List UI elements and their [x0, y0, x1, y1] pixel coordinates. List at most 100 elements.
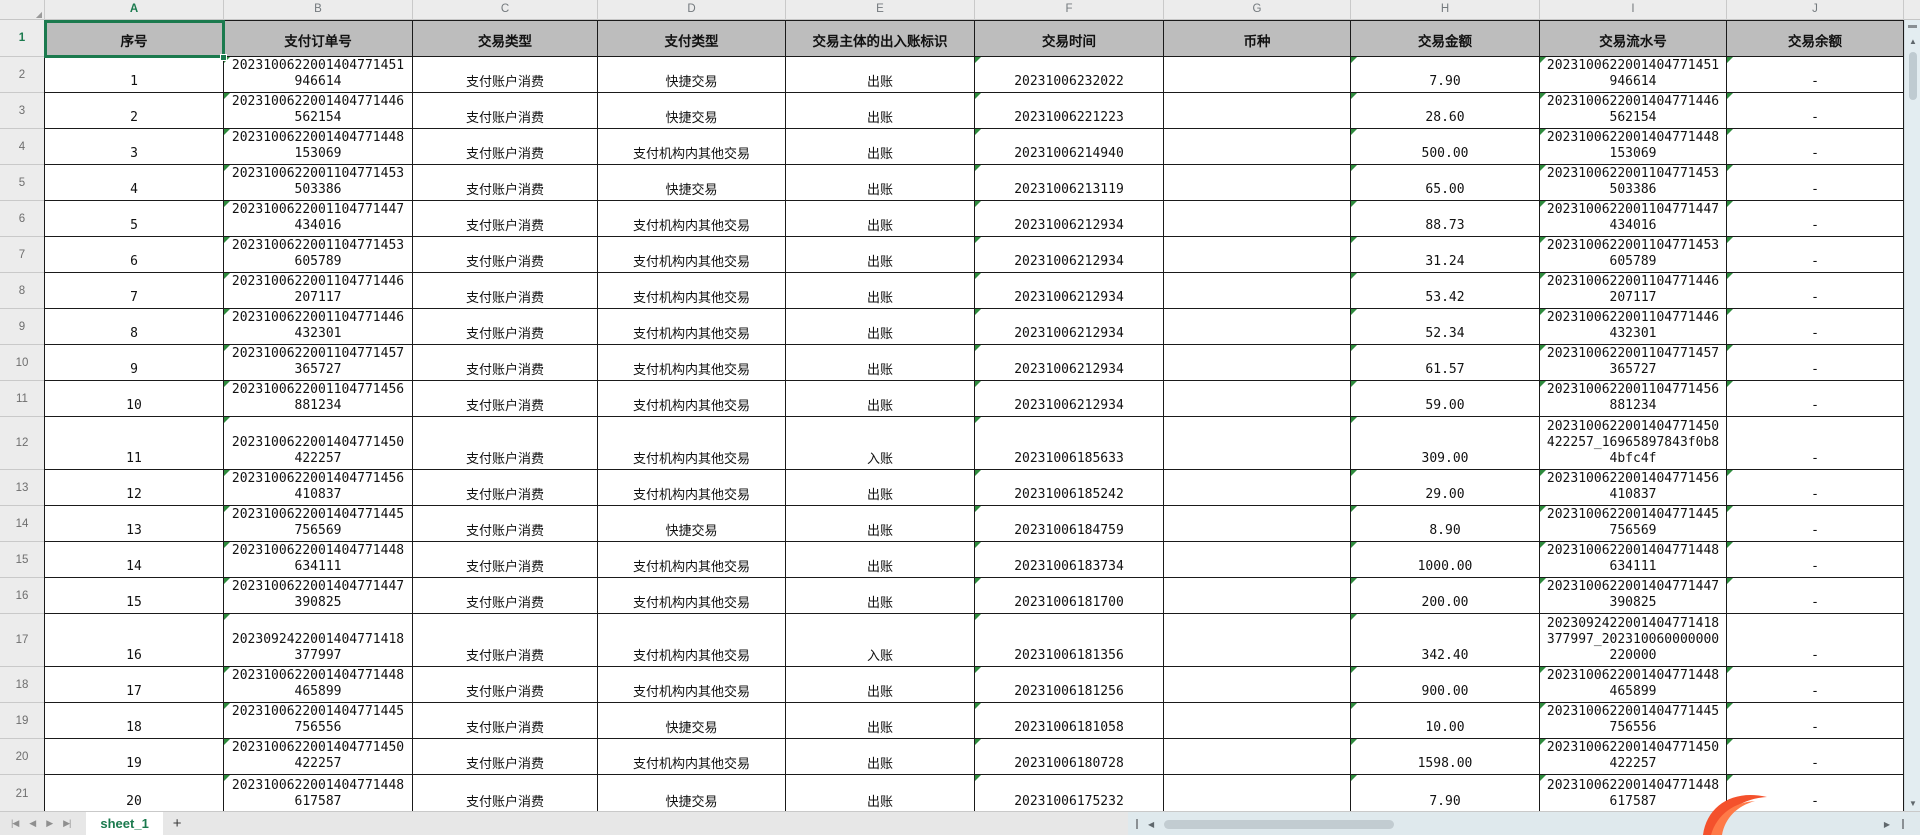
cell-D18[interactable]: 支付机构内其他交易 [598, 667, 786, 703]
cell-E3[interactable]: 出账 [786, 93, 975, 129]
cell-E5[interactable]: 出账 [786, 165, 975, 201]
cell-J2[interactable]: - [1727, 57, 1904, 93]
cell-I6[interactable]: 2023100622001104771447434016 [1540, 201, 1727, 237]
cell-J10[interactable]: - [1727, 345, 1904, 381]
cell-I7[interactable]: 2023100622001104771453605789 [1540, 237, 1727, 273]
row-header-4[interactable]: 4 [0, 129, 44, 165]
header-cell-B1[interactable]: 支付订单号 [224, 20, 413, 57]
cell-E14[interactable]: 出账 [786, 506, 975, 542]
column-header-D[interactable]: D [598, 0, 786, 20]
cell-H16[interactable]: 200.00 [1351, 578, 1540, 614]
header-cell-I1[interactable]: 交易流水号 [1540, 20, 1727, 57]
cell-D16[interactable]: 支付机构内其他交易 [598, 578, 786, 614]
cell-A18[interactable]: 17 [45, 667, 224, 703]
cell-H11[interactable]: 59.00 [1351, 381, 1540, 417]
cell-I10[interactable]: 2023100622001104771457365727 [1540, 345, 1727, 381]
cell-C4[interactable]: 支付账户消费 [413, 129, 598, 165]
cell-G5[interactable] [1164, 165, 1351, 201]
add-sheet-button[interactable]: + [172, 815, 182, 832]
row-header-9[interactable]: 9 [0, 309, 44, 345]
cell-I5[interactable]: 2023100622001104771453503386 [1540, 165, 1727, 201]
cell-B7[interactable]: 2023100622001104771453605789 [224, 237, 413, 273]
cell-E8[interactable]: 出账 [786, 273, 975, 309]
cell-I3[interactable]: 2023100622001404771446562154 [1540, 93, 1727, 129]
cell-G19[interactable] [1164, 703, 1351, 739]
column-header-A[interactable]: A [45, 0, 224, 20]
header-cell-E1[interactable]: 交易主体的出入账标识 [786, 20, 975, 57]
cell-D3[interactable]: 快捷交易 [598, 93, 786, 129]
row-header-7[interactable]: 7 [0, 237, 44, 273]
cell-D12[interactable]: 支付机构内其他交易 [598, 417, 786, 470]
cell-F6[interactable]: 20231006212934 [975, 201, 1164, 237]
cell-H21[interactable]: 7.90 [1351, 775, 1540, 811]
v-scroll-up-icon[interactable]: ▲ [1909, 37, 1917, 46]
cell-F10[interactable]: 20231006212934 [975, 345, 1164, 381]
cell-E2[interactable]: 出账 [786, 57, 975, 93]
cell-F8[interactable]: 20231006212934 [975, 273, 1164, 309]
header-cell-D1[interactable]: 支付类型 [598, 20, 786, 57]
cell-D11[interactable]: 支付机构内其他交易 [598, 381, 786, 417]
row-header-11[interactable]: 11 [0, 381, 44, 417]
cell-J21[interactable]: - [1727, 775, 1904, 811]
cell-H2[interactable]: 7.90 [1351, 57, 1540, 93]
column-header-B[interactable]: B [224, 0, 413, 20]
cell-H17[interactable]: 342.40 [1351, 614, 1540, 667]
cell-C16[interactable]: 支付账户消费 [413, 578, 598, 614]
header-cell-H1[interactable]: 交易金额 [1351, 20, 1540, 57]
cell-I8[interactable]: 2023100622001104771446207117 [1540, 273, 1727, 309]
row-header-6[interactable]: 6 [0, 201, 44, 237]
h-scroll-thumb[interactable] [1164, 820, 1394, 829]
cell-B3[interactable]: 2023100622001404771446562154 [224, 93, 413, 129]
cell-G9[interactable] [1164, 309, 1351, 345]
cell-E18[interactable]: 出账 [786, 667, 975, 703]
cell-F2[interactable]: 20231006232022 [975, 57, 1164, 93]
cell-C15[interactable]: 支付账户消费 [413, 542, 598, 578]
cell-F7[interactable]: 20231006212934 [975, 237, 1164, 273]
cell-J3[interactable]: - [1727, 93, 1904, 129]
cell-G15[interactable] [1164, 542, 1351, 578]
cell-B5[interactable]: 2023100622001104771453503386 [224, 165, 413, 201]
cell-F11[interactable]: 20231006212934 [975, 381, 1164, 417]
cell-J13[interactable]: - [1727, 470, 1904, 506]
row-header-14[interactable]: 14 [0, 506, 44, 542]
cell-J17[interactable]: - [1727, 614, 1904, 667]
cell-D15[interactable]: 支付机构内其他交易 [598, 542, 786, 578]
cell-C2[interactable]: 支付账户消费 [413, 57, 598, 93]
cell-A8[interactable]: 7 [45, 273, 224, 309]
cell-A2[interactable]: 1 [45, 57, 224, 93]
cell-G3[interactable] [1164, 93, 1351, 129]
cell-J16[interactable]: - [1727, 578, 1904, 614]
cell-E11[interactable]: 出账 [786, 381, 975, 417]
cell-F9[interactable]: 20231006212934 [975, 309, 1164, 345]
cell-E4[interactable]: 出账 [786, 129, 975, 165]
cell-F3[interactable]: 20231006221223 [975, 93, 1164, 129]
cell-H8[interactable]: 53.42 [1351, 273, 1540, 309]
cell-H14[interactable]: 8.90 [1351, 506, 1540, 542]
cell-B9[interactable]: 2023100622001104771446432301 [224, 309, 413, 345]
h-scroll-right-icon[interactable]: ▶ [1883, 820, 1890, 829]
cell-H3[interactable]: 28.60 [1351, 93, 1540, 129]
cell-G21[interactable] [1164, 775, 1351, 811]
cell-B4[interactable]: 2023100622001404771448153069 [224, 129, 413, 165]
cell-F21[interactable]: 20231006175232 [975, 775, 1164, 811]
cell-C12[interactable]: 支付账户消费 [413, 417, 598, 470]
v-scroll-thumb[interactable] [1909, 52, 1917, 100]
cell-D10[interactable]: 支付机构内其他交易 [598, 345, 786, 381]
cell-C8[interactable]: 支付账户消费 [413, 273, 598, 309]
cell-G4[interactable] [1164, 129, 1351, 165]
cell-E15[interactable]: 出账 [786, 542, 975, 578]
cell-A13[interactable]: 12 [45, 470, 224, 506]
cell-H19[interactable]: 10.00 [1351, 703, 1540, 739]
cell-H4[interactable]: 500.00 [1351, 129, 1540, 165]
cell-C17[interactable]: 支付账户消费 [413, 614, 598, 667]
cell-A6[interactable]: 5 [45, 201, 224, 237]
cell-C19[interactable]: 支付账户消费 [413, 703, 598, 739]
cell-I2[interactable]: 2023100622001404771451946614 [1540, 57, 1727, 93]
cell-B21[interactable]: 2023100622001404771448617587 [224, 775, 413, 811]
cell-G10[interactable] [1164, 345, 1351, 381]
cell-E20[interactable]: 出账 [786, 739, 975, 775]
cell-H12[interactable]: 309.00 [1351, 417, 1540, 470]
cell-G14[interactable] [1164, 506, 1351, 542]
cell-A19[interactable]: 18 [45, 703, 224, 739]
cell-H5[interactable]: 65.00 [1351, 165, 1540, 201]
